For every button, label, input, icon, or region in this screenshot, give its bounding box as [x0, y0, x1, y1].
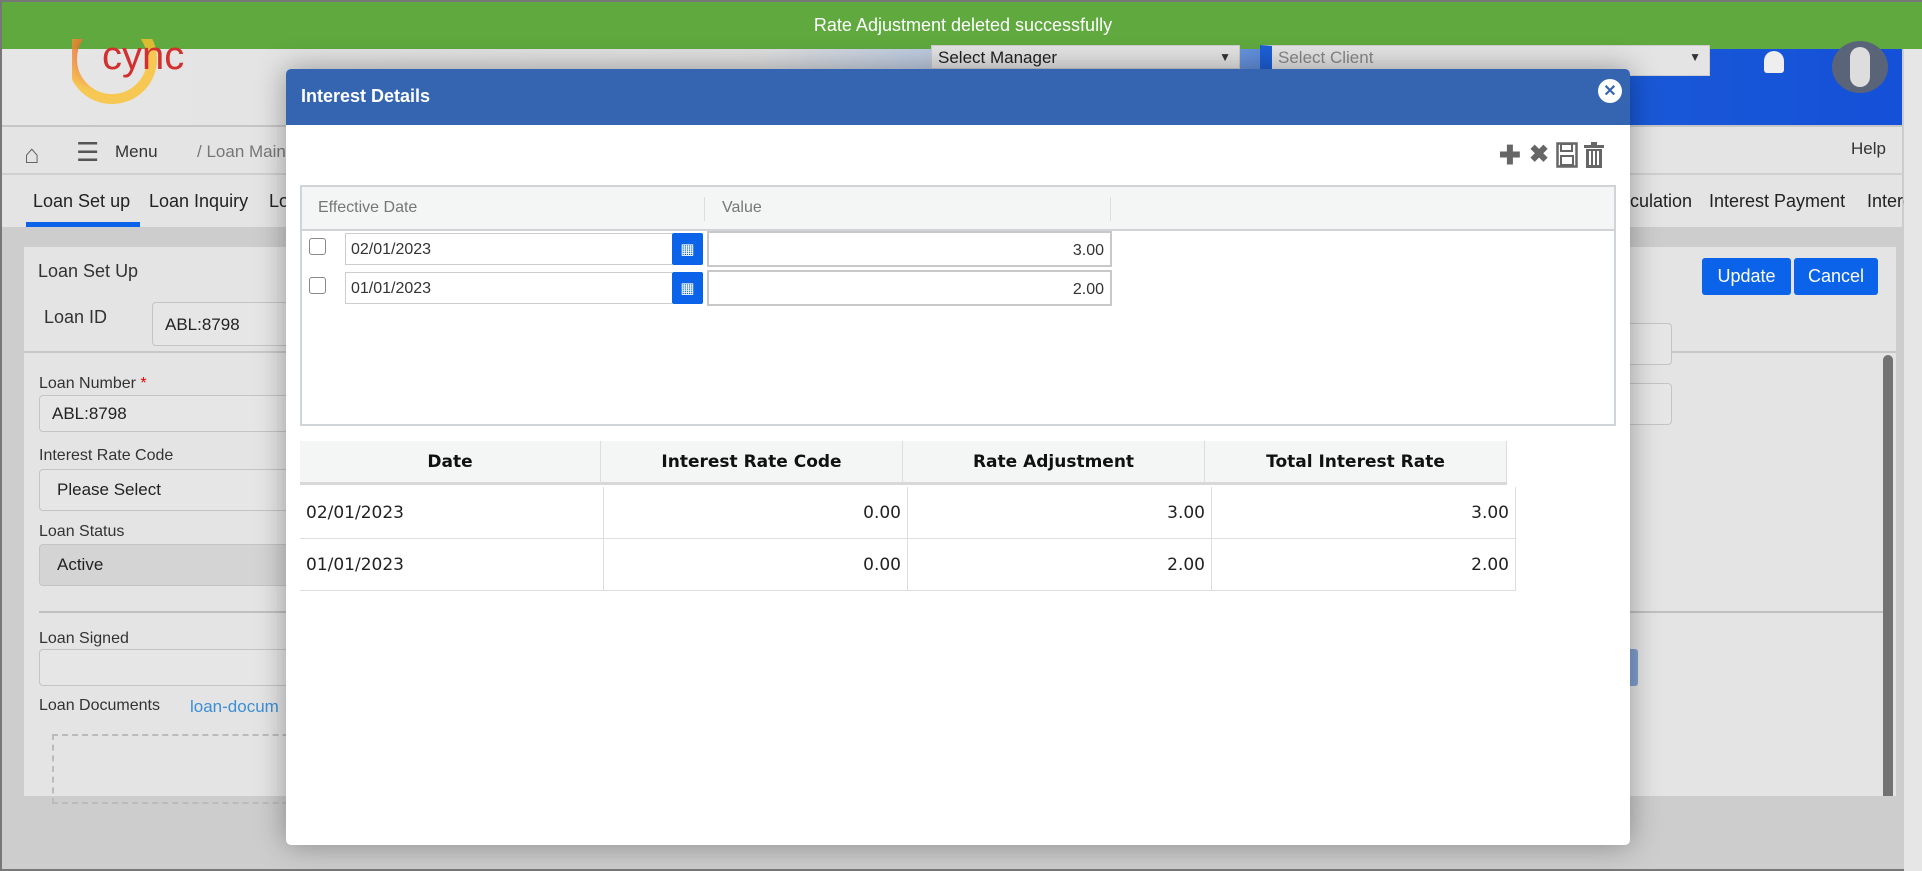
success-notification: Rate Adjustment deleted successfully [2, 2, 1922, 49]
loan-number-label-text: Loan Number [39, 375, 136, 392]
interest-rate-code-label: Interest Rate Code [39, 447, 174, 464]
tab-partial[interactable]: Lo [269, 191, 290, 211]
home-icon[interactable]: ⌂ [24, 139, 40, 169]
update-button[interactable]: Update [1702, 258, 1791, 295]
tab-calculation[interactable]: culation [1630, 191, 1693, 211]
loan-documents-link[interactable]: loan-docum [190, 697, 279, 716]
loan-documents-label: Loan Documents [39, 697, 160, 714]
grid-header-effective-date[interactable]: Effective Date [318, 199, 418, 216]
notification-message: Rate Adjustment deleted successfully [813, 15, 1113, 35]
column-divider [1110, 197, 1111, 221]
tab-interest-payment[interactable]: Interest Payment [1709, 191, 1846, 211]
client-select-placeholder: Select Client [1278, 48, 1374, 67]
tab-interest-more[interactable]: Intere [1867, 191, 1914, 211]
floppy-icon[interactable] [1556, 142, 1578, 172]
trash-icon[interactable] [1584, 142, 1604, 172]
avatar[interactable] [1832, 41, 1888, 93]
grid-header-value[interactable]: Value [722, 199, 762, 216]
required-mark: * [140, 375, 147, 392]
breadcrumb[interactable]: / Loan Main [197, 142, 286, 161]
help-link[interactable]: Help [1851, 139, 1886, 158]
cell-date: 01/01/2023 [300, 539, 604, 591]
loan-signed-label: Loan Signed [39, 630, 129, 647]
cync-logo: cync [67, 14, 212, 119]
grid-row: 02/01/2023 ▦ 3.00 [302, 231, 1168, 267]
tab-loan-set-up[interactable]: Loan Set up [33, 191, 131, 211]
cell-rate-adjustment: 3.00 [908, 487, 1212, 539]
plus-icon[interactable]: ✚ [1499, 140, 1521, 170]
breadcrumb-item[interactable]: Loan Main [206, 142, 286, 161]
tab-loan-inquiry[interactable]: Loan Inquiry [149, 191, 249, 211]
cell-rate-adjustment: 2.00 [908, 539, 1212, 591]
effective-date-input[interactable]: 02/01/2023 [345, 233, 672, 265]
rate-adjustment-grid: Effective Date Value 02/01/2023 ▦ 3.00 0… [300, 185, 1616, 426]
column-divider [704, 197, 705, 221]
modal-title: Interest Details [301, 86, 431, 106]
close-icon[interactable]: ✕ [1598, 79, 1622, 103]
grid-row: 01/01/2023 ▦ 2.00 [302, 270, 1168, 306]
section-title: Loan Set Up [38, 261, 139, 281]
cell-date: 02/01/2023 [300, 487, 604, 539]
calendar-icon[interactable]: ▦ [672, 272, 703, 304]
bell-icon[interactable] [1764, 51, 1784, 73]
column-header-date: Date [300, 441, 601, 485]
active-tab-indicator [26, 222, 140, 227]
value-input[interactable]: 2.00 [707, 270, 1112, 306]
chevron-down-icon: ▼ [1219, 50, 1231, 64]
calendar-icon[interactable]: ▦ [672, 233, 703, 265]
row-checkbox[interactable] [309, 238, 326, 255]
cell-interest-rate-code: 0.00 [604, 539, 908, 591]
manager-select[interactable]: Select Manager ▼ [931, 45, 1240, 69]
manager-select-value: Select Manager [938, 48, 1058, 67]
menu-button[interactable]: Menu [115, 142, 158, 161]
chevron-down-icon: ▼ [1689, 50, 1701, 64]
modal-header: Interest Details ✕ [286, 69, 1630, 125]
page-scrollbar[interactable] [1904, 49, 1922, 871]
cell-total-interest-rate: 3.00 [1212, 487, 1516, 539]
loan-status-label: Loan Status [39, 523, 125, 540]
grid-header: Effective Date Value [302, 187, 1614, 231]
column-header-interest-rate-code: Interest Rate Code [601, 441, 903, 485]
loan-id-label: Loan ID [44, 307, 108, 327]
value-input[interactable]: 3.00 [707, 231, 1112, 267]
cell-interest-rate-code: 0.00 [604, 487, 908, 539]
loan-number-label: Loan Number * [39, 375, 147, 393]
effective-date-input[interactable]: 01/01/2023 [345, 272, 672, 304]
cell-total-interest-rate: 2.00 [1212, 539, 1516, 591]
interest-details-modal: Interest Details ✕ ✚ ✖ Effective Date Va… [286, 69, 1630, 845]
times-icon[interactable]: ✖ [1529, 141, 1550, 168]
svg-text:cync: cync [102, 39, 184, 78]
scrollbar[interactable] [1883, 355, 1893, 796]
column-header-total-interest-rate: Total Interest Rate [1205, 441, 1507, 485]
row-checkbox[interactable] [309, 277, 326, 294]
hamburger-menu-icon[interactable]: ☰ [76, 137, 100, 167]
cancel-button[interactable]: Cancel [1794, 258, 1878, 295]
column-header-rate-adjustment: Rate Adjustment [903, 441, 1205, 485]
